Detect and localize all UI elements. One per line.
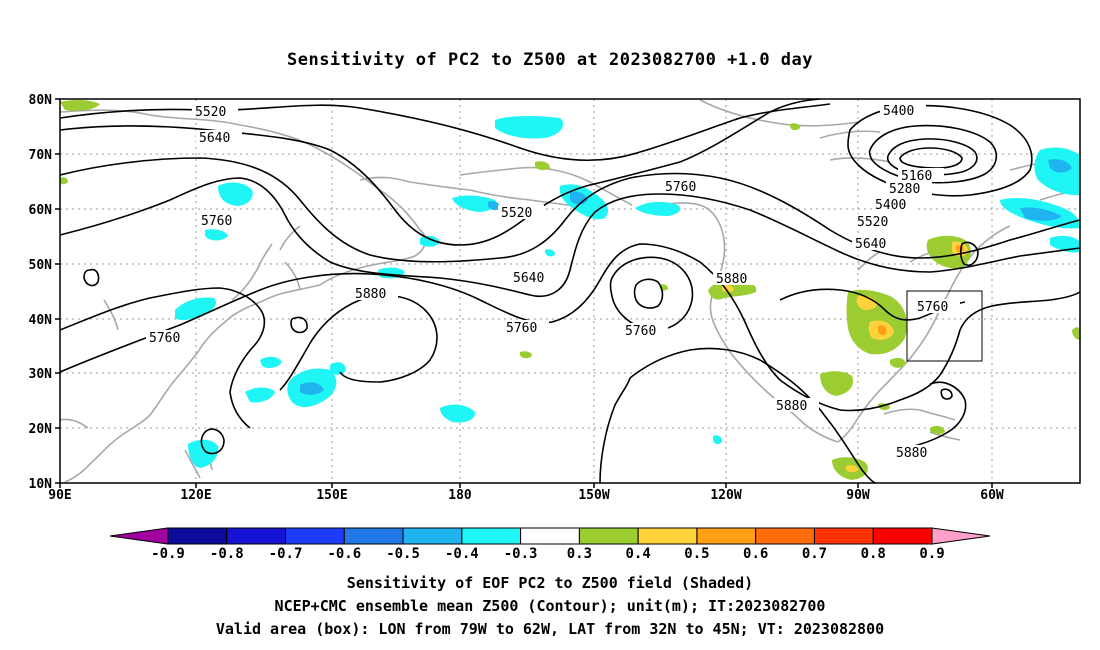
valid-area-box <box>906 290 983 362</box>
colorbar-swatch <box>402 527 463 545</box>
colorbar-label: 0.5 <box>684 546 709 562</box>
colorbar-label: 0.6 <box>743 546 768 562</box>
colorbar-swatch <box>755 527 815 545</box>
contour-label: 5280 <box>889 182 920 197</box>
lon-label: 120W <box>710 488 741 503</box>
contour-label: 5760 <box>149 331 180 346</box>
colorbar-swatch <box>813 527 874 545</box>
colorbar-label: -0.3 <box>504 546 538 562</box>
contour-label: 5880 <box>355 287 386 302</box>
colorbar-max-arrow <box>931 527 991 545</box>
contour-label: 5760 <box>201 214 232 229</box>
lon-label: 90W <box>846 488 870 503</box>
contour-label: 5400 <box>875 198 906 213</box>
contour-label: 5400 <box>883 104 914 119</box>
colorbar-swatch <box>696 527 757 545</box>
colorbar-label: 0.8 <box>861 546 886 562</box>
colorbar-swatch <box>637 527 698 545</box>
colorbar-label: -0.7 <box>269 546 303 562</box>
lon-label: 150E <box>316 488 347 503</box>
colorbar-label: -0.6 <box>327 546 361 562</box>
lat-label: 40N <box>29 313 53 328</box>
contour-label: 5880 <box>776 399 807 414</box>
colorbar-label: -0.8 <box>210 546 244 562</box>
contour-label: 5880 <box>896 446 927 461</box>
coastlines <box>59 99 1081 483</box>
lat-label: 30N <box>29 367 53 382</box>
lat-label: 70N <box>29 148 53 163</box>
contour-label: 5760 <box>665 180 696 195</box>
colorbar-swatch <box>578 527 639 545</box>
lon-label: 150W <box>578 488 609 503</box>
contour-label: 5760 <box>506 321 537 336</box>
lat-label: 80N <box>29 93 53 108</box>
contour-label: 5640 <box>855 237 886 252</box>
colorbar-swatch <box>343 527 404 545</box>
caption-contour: NCEP+CMC ensemble mean Z500 (Contour); u… <box>274 597 826 615</box>
lon-label: 120E <box>180 488 211 503</box>
contour-labels: 5520 5640 5760 5760 5880 5520 5640 5760 … <box>146 103 960 461</box>
contour-label: 5640 <box>199 131 230 146</box>
latitude-axis: 80N 70N 60N 50N 40N 30N 20N 10N <box>29 93 53 492</box>
contour-label: 5760 <box>625 324 656 339</box>
colorbar-label: 0.3 <box>567 546 592 562</box>
colorbar-label: 0.7 <box>802 546 827 562</box>
lat-label: 10N <box>29 477 53 492</box>
grid-lines <box>60 99 1080 483</box>
colorbar-swatch <box>872 527 933 545</box>
contour-label: 5520 <box>195 105 226 120</box>
lat-label: 20N <box>29 422 53 437</box>
colorbar-min-arrow <box>109 527 169 545</box>
colorbar-label: -0.9 <box>151 546 185 562</box>
colorbar-swatch <box>285 527 345 545</box>
colorbar-swatch <box>461 527 522 545</box>
colorbar-label: 0.9 <box>919 546 944 562</box>
colorbar: -0.9 -0.8 -0.7 -0.6 -0.5 -0.4 -0.3 0.3 0.4 0.5 0.6… <box>109 527 991 562</box>
lat-label: 50N <box>29 258 53 273</box>
contour-label: 5640 <box>513 271 544 286</box>
colorbar-label: -0.5 <box>386 546 420 562</box>
colorbar-swatch <box>226 527 287 545</box>
map-title: Sensitivity of PC2 to Z500 at 2023082700… <box>286 50 813 70</box>
colorbar-label: 0.4 <box>626 546 651 562</box>
colorbar-swatch <box>520 527 580 545</box>
lon-label: 90E <box>48 488 71 503</box>
contour-label: 5880 <box>716 272 747 287</box>
colorbar-label: -0.4 <box>445 546 479 562</box>
longitude-axis: 90E 120E 150E 180 150W 120W 90W 60W <box>48 488 1004 503</box>
sensitivity-shading <box>60 99 1080 480</box>
contour-label: 5760 <box>917 300 948 315</box>
caption-shaded: Sensitivity of EOF PC2 to Z500 field (Sh… <box>346 574 754 592</box>
lon-label: 180 <box>448 488 472 503</box>
lat-label: 60N <box>29 203 53 218</box>
map-frame <box>59 98 1081 484</box>
contour-label: 5520 <box>857 215 888 230</box>
map-panel: 5520 5640 5760 5760 5880 5520 5640 5760 … <box>29 93 1081 503</box>
caption-valid-area: Valid area (box): LON from 79W to 62W, L… <box>215 620 885 638</box>
lon-label: 60W <box>980 488 1004 503</box>
colorbar-swatch <box>167 527 228 545</box>
contour-label: 5520 <box>501 206 532 221</box>
contour-label: 5160 <box>901 169 932 184</box>
